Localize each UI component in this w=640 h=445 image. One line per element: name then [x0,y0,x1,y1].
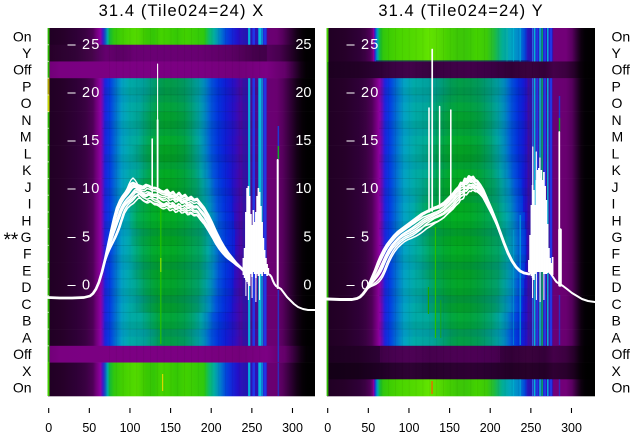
svg-text:P: P [22,78,31,94]
svg-text:H: H [612,212,622,228]
svg-text:X: X [22,363,32,379]
svg-text:On: On [612,28,631,44]
svg-text:M: M [20,129,32,145]
svg-text:**: ** [4,230,19,251]
svg-text:100: 100 [120,421,141,435]
svg-text:– 25: – 25 [68,37,101,53]
svg-text:– 15: – 15 [347,133,380,149]
svg-text:– 0: – 0 [347,277,371,293]
svg-text:B: B [612,313,621,329]
svg-text:25: 25 [295,37,311,53]
svg-text:200: 200 [480,421,501,435]
svg-text:A: A [22,329,32,345]
svg-text:L: L [612,145,620,161]
svg-text:250: 250 [241,421,262,435]
svg-text:– 10: – 10 [347,181,380,197]
svg-text:300: 300 [282,421,303,435]
svg-text:A: A [612,329,622,345]
svg-text:K: K [612,162,622,178]
svg-text:150: 150 [160,421,181,435]
svg-text:– 25: – 25 [347,37,380,53]
svg-text:Off: Off [13,346,32,362]
svg-text:Y: Y [612,45,622,61]
svg-text:E: E [612,262,621,278]
svg-text:C: C [612,296,622,312]
svg-text:0: 0 [303,277,311,293]
svg-text:F: F [23,246,32,262]
svg-text:B: B [22,313,31,329]
svg-text:15: 15 [295,133,311,149]
svg-text:P: P [612,78,621,94]
svg-text:– 20: – 20 [68,85,101,101]
svg-text:G: G [21,229,32,245]
svg-text:300: 300 [561,421,582,435]
svg-text:0: 0 [45,421,52,435]
svg-text:On: On [13,380,32,396]
svg-text:D: D [21,279,31,295]
svg-text:On: On [13,28,32,44]
svg-text:O: O [612,95,623,111]
svg-text:Off: Off [612,62,631,78]
svg-text:250: 250 [520,421,541,435]
svg-text:K: K [22,162,32,178]
svg-text:X: X [612,363,622,379]
svg-text:Off: Off [612,346,631,362]
svg-text:50: 50 [361,421,375,435]
svg-text:F: F [612,246,621,262]
svg-text:10: 10 [295,181,311,197]
svg-text:0: 0 [324,421,331,435]
svg-text:H: H [21,212,31,228]
svg-text:N: N [21,112,31,128]
svg-text:I: I [28,196,32,212]
svg-text:50: 50 [82,421,96,435]
svg-text:J: J [612,179,619,195]
svg-text:– 5: – 5 [347,229,371,245]
svg-text:Off: Off [13,62,32,78]
svg-text:31.4 (Tile024=24) X: 31.4 (Tile024=24) X [99,2,265,20]
svg-text:Y: Y [22,45,32,61]
svg-text:D: D [612,279,622,295]
svg-text:C: C [21,296,31,312]
svg-text:– 5: – 5 [68,229,92,245]
svg-text:G: G [612,229,623,245]
svg-text:150: 150 [439,421,460,435]
svg-text:I: I [612,196,616,212]
svg-text:On: On [612,380,631,396]
svg-text:– 0: – 0 [68,277,92,293]
svg-text:– 20: – 20 [347,85,380,101]
svg-text:M: M [612,129,624,145]
svg-text:– 10: – 10 [68,181,101,197]
svg-text:N: N [612,112,622,128]
svg-text:200: 200 [201,421,222,435]
svg-text:E: E [22,262,31,278]
svg-text:5: 5 [303,229,311,245]
svg-text:– 15: – 15 [68,133,101,149]
svg-text:100: 100 [399,421,420,435]
svg-text:20: 20 [295,85,311,101]
svg-text:31.4 (Tile024=24) Y: 31.4 (Tile024=24) Y [378,2,543,20]
svg-text:O: O [21,95,32,111]
svg-text:L: L [24,145,32,161]
svg-text:J: J [25,179,32,195]
